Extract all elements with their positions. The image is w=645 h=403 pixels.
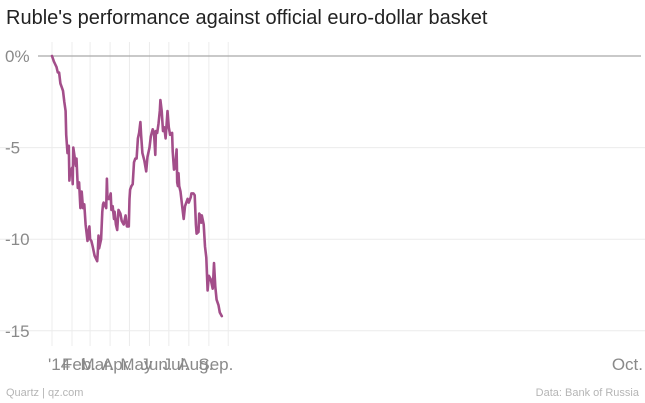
footer-source: Data: Bank of Russia	[535, 387, 639, 399]
series-line	[50, 54, 224, 318]
series-layer	[50, 54, 224, 318]
y-tick-label: 0%	[5, 47, 30, 66]
footer-credit: Quartz | qz.com	[6, 387, 84, 399]
x-tick-label: Feb.	[62, 355, 96, 374]
x-tick-label: Mar.	[81, 355, 114, 374]
y-tick-label: -10	[5, 230, 30, 249]
x-tick-label: Oct.	[612, 355, 643, 374]
chart-title: Ruble's performance against official eur…	[6, 7, 488, 29]
y-tick-label: -15	[5, 322, 30, 341]
y-tick-label: -5	[5, 139, 20, 158]
x-tick-label: Sep.	[198, 355, 233, 374]
x-tick-label: '14	[48, 355, 70, 374]
x-tick-label: Jul.	[163, 355, 189, 374]
x-tick-label: Jun.	[140, 355, 172, 374]
x-tick-label: May	[120, 355, 153, 374]
x-tick-label: Apr.	[102, 355, 132, 374]
grid-layer	[0, 42, 645, 346]
y-tick-labels: 0% -5 -10 -15	[5, 47, 30, 341]
x-tick-label: Aug.	[178, 355, 213, 374]
